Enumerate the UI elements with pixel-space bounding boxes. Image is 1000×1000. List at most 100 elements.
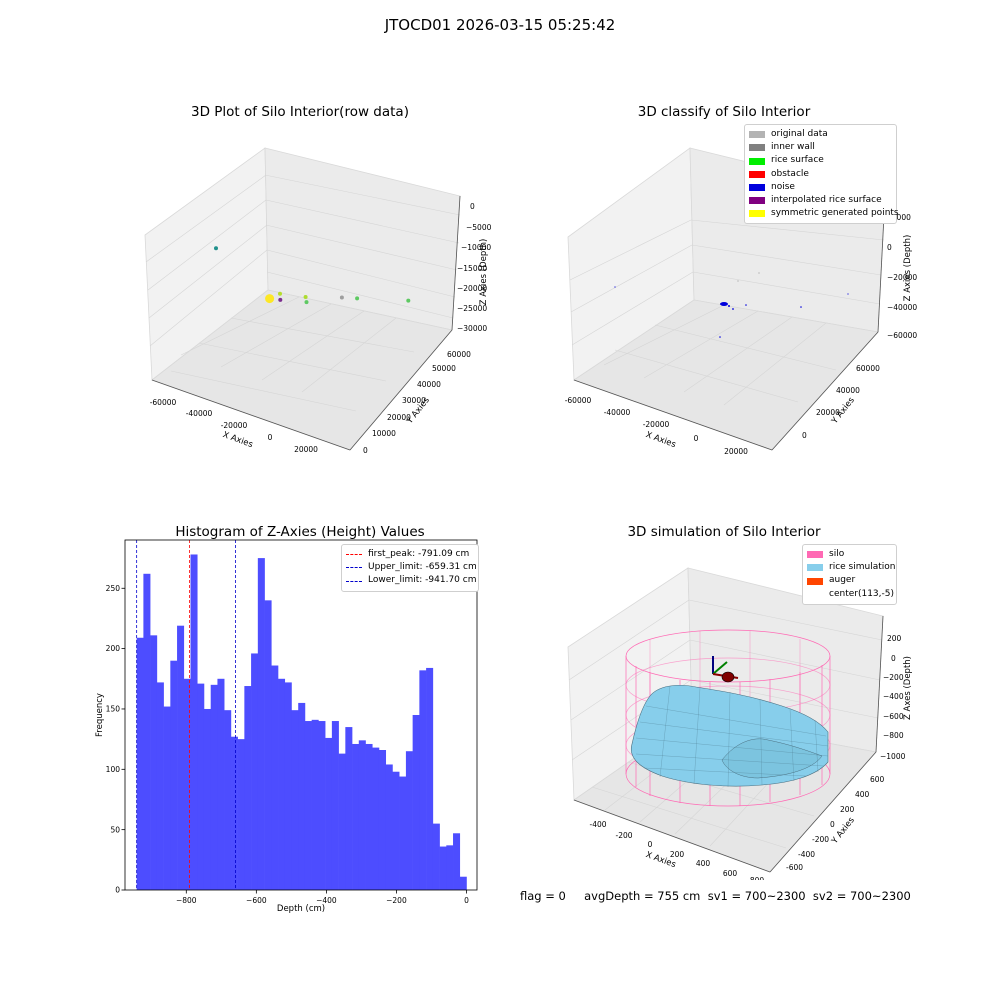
legend-line — [346, 580, 362, 582]
y-tick-label: 10000 — [372, 429, 396, 438]
x-tick-label: -60000 — [565, 396, 592, 405]
histogram-x-label: Depth (cm) — [277, 904, 325, 914]
panel2-z-ticks: 20000 0 −20000 −40000 −60000 — [887, 213, 917, 340]
legend-label: symmetric generated points — [771, 208, 899, 219]
y-tick-label: 40000 — [417, 380, 441, 389]
noise-point — [614, 286, 616, 288]
legend-item: center(113,-5) — [807, 588, 894, 601]
y-tick-label: 0 — [115, 886, 120, 895]
x-tick-label: -400 — [589, 820, 606, 829]
histogram-bar — [338, 753, 346, 890]
legend-label: rice simulation — [829, 562, 896, 573]
x-tick-label: 600 — [723, 869, 738, 878]
histogram-bar — [257, 558, 265, 890]
z-tick-label: −800 — [883, 731, 904, 740]
histogram-y-label: Frequency — [95, 693, 105, 737]
legend-swatch — [807, 577, 823, 585]
legend-item: Upper_limit: -659.31 cm — [346, 561, 477, 574]
legend-label: silo — [829, 549, 845, 559]
x-tick-label: 20000 — [724, 447, 748, 456]
histogram-bar — [230, 736, 238, 890]
panel4-legend: silo rice simulation auger center(113,-5… — [802, 544, 897, 605]
panel1-title: 3D Plot of Silo Interior(row data) — [191, 104, 409, 120]
panel1-x-label: X Axies — [221, 430, 254, 450]
histogram-bar — [378, 750, 387, 890]
legend-swatch — [749, 144, 765, 152]
legend-item: inner wall — [749, 141, 892, 154]
legend-label: Lower_limit: -941.70 cm — [368, 575, 477, 586]
legend-item: first_peak: -791.09 cm — [346, 548, 474, 561]
histogram-bar — [385, 764, 393, 890]
legend-item: obstacle — [749, 168, 892, 181]
y-tick-label: 20000 — [387, 413, 411, 422]
x-tick-label: 0 — [464, 896, 469, 905]
z-tick-label: −20000 — [457, 284, 487, 293]
histogram-bar — [304, 721, 312, 890]
legend-swatch — [749, 183, 765, 191]
histogram-bar — [278, 678, 286, 890]
legend-label: first_peak: -791.09 cm — [368, 549, 470, 559]
z-tick-label: −60000 — [887, 331, 917, 340]
panel4-y-ticks: -600 -400 -200 0 200 400 600 — [786, 775, 885, 872]
status-line: flag = 0 avgDepth = 755 cm sv1 = 700~230… — [520, 889, 911, 903]
scatter-point — [339, 295, 344, 300]
rice-surface — [630, 685, 829, 788]
x-tick-label: −200 — [386, 896, 407, 905]
y-tick-label: -600 — [786, 863, 803, 872]
histogram-bars — [136, 554, 467, 890]
y-tick-label: 20000 — [816, 408, 840, 417]
histogram-bar — [352, 743, 360, 890]
x-tick-label: 0 — [694, 434, 699, 443]
x-tick-label: 0 — [268, 433, 273, 442]
histogram-bar — [439, 846, 447, 890]
noise-cluster — [720, 302, 728, 306]
panel2-points — [614, 272, 849, 338]
panel2-x-ticks: -60000 -40000 -20000 0 20000 — [565, 396, 748, 456]
y-tick-label: 200 — [106, 644, 121, 653]
legend-label: original data — [771, 129, 828, 139]
classify-scatter-3d: -60000 -40000 -20000 0 20000 X Axies 0 2… — [565, 147, 917, 456]
z-tick-label: 0 — [891, 654, 896, 663]
z-tick-label: −20000 — [887, 273, 917, 282]
noise-point — [719, 336, 721, 338]
original-point — [737, 280, 739, 282]
panel1-y-ticks: 0 10000 20000 30000 40000 50000 60000 — [363, 350, 471, 455]
histogram-bar — [453, 833, 461, 890]
z-tick-label: −10000 — [461, 243, 491, 252]
x-tick-label: -40000 — [186, 409, 213, 418]
panel2-title: 3D classify of Silo Interior — [637, 104, 811, 120]
y-tick-label: 30000 — [402, 396, 426, 405]
scatter-point — [355, 296, 360, 301]
legend-item: noise — [749, 181, 892, 194]
panel4-x-ticks: -400 -200 0 200 400 600 800 — [589, 820, 764, 880]
legend-label: interpolated rice surface — [771, 195, 882, 206]
z-tick-label: −30000 — [457, 324, 487, 333]
x-tick-label: -200 — [615, 831, 632, 840]
scatter-point — [278, 291, 282, 296]
z-tick-label: −40000 — [887, 303, 917, 312]
legend-item: rice simulation — [807, 561, 896, 574]
legend-swatch — [749, 131, 765, 139]
y-tick-label: -400 — [798, 850, 815, 859]
histogram-bar — [224, 710, 232, 890]
histogram-bar — [203, 708, 212, 890]
histogram-bar — [163, 706, 171, 890]
legend-swatch — [749, 170, 765, 178]
scatter-point — [406, 298, 411, 303]
histogram-bar — [358, 740, 366, 890]
legend-item: rice surface — [749, 154, 892, 167]
histogram-bar — [244, 686, 252, 890]
legend-item: auger — [807, 574, 892, 587]
scatter-point — [214, 246, 218, 251]
histogram-bar — [412, 715, 420, 890]
auger-marker — [712, 656, 739, 683]
z-tick-label: −200 — [883, 673, 904, 682]
histogram-bar — [210, 684, 218, 890]
legend-swatch — [749, 157, 765, 165]
noise-point — [732, 308, 734, 310]
legend-line — [346, 567, 362, 569]
histogram-bar — [405, 751, 413, 890]
y-tick-label: 600 — [870, 775, 885, 784]
y-tick-label: 200 — [840, 805, 855, 814]
histogram-bar — [331, 721, 339, 890]
